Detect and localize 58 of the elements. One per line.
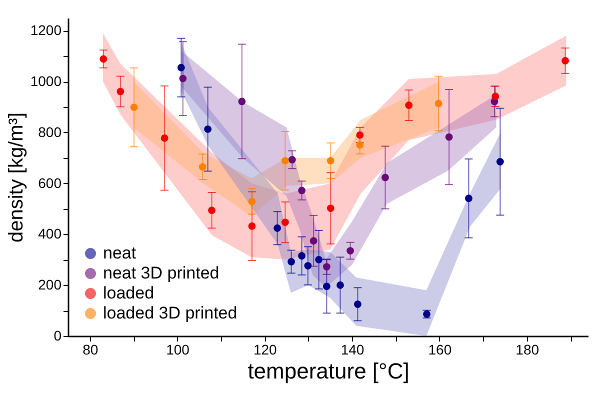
point: [288, 156, 296, 164]
point: [177, 64, 185, 72]
point: [100, 55, 108, 63]
x-tick-label: 160: [428, 342, 452, 358]
y-tick-label: 1200: [30, 22, 62, 38]
point: [496, 158, 504, 166]
point: [322, 263, 330, 271]
point: [274, 224, 282, 232]
point: [130, 104, 138, 111]
x-tick-label: 180: [516, 342, 540, 358]
point: [434, 100, 442, 108]
x-tick-label: 140: [340, 342, 364, 358]
y-axis-title: density [kg/m³]: [5, 112, 28, 243]
point: [248, 198, 256, 206]
point: [281, 218, 289, 226]
point: [208, 206, 216, 214]
legend-label: loaded: [103, 284, 154, 302]
point: [492, 92, 500, 100]
point: [322, 282, 330, 290]
point: [326, 204, 334, 212]
x-axis-title: temperature [°C]: [248, 358, 410, 384]
y-tick-label: 800: [38, 124, 62, 140]
x-tick-label: 100: [166, 342, 190, 358]
point: [310, 237, 318, 245]
point: [315, 256, 323, 264]
legend-label: neat 3D printed: [103, 264, 220, 282]
point: [160, 134, 168, 142]
point: [356, 131, 364, 139]
point: [354, 300, 362, 308]
point: [304, 262, 312, 270]
point: [562, 57, 569, 64]
point: [198, 163, 206, 171]
legend-label: loaded 3D printed: [103, 304, 238, 322]
point: [405, 102, 413, 109]
point: [356, 141, 364, 149]
point: [238, 98, 246, 106]
point: [326, 157, 334, 164]
y-tick-label: 400: [38, 226, 62, 242]
point: [116, 88, 124, 96]
y-tick-label: 0: [54, 328, 62, 344]
x-tick-label: 80: [82, 342, 98, 358]
point: [288, 258, 295, 266]
point: [445, 133, 453, 141]
point: [298, 186, 306, 194]
y-tick-label: 600: [38, 174, 62, 191]
point: [298, 252, 306, 260]
legend-label: neat: [103, 244, 136, 262]
point: [204, 125, 212, 133]
point: [179, 74, 187, 82]
y-tick-label: 200: [38, 276, 62, 293]
point: [465, 194, 472, 202]
point: [281, 157, 289, 164]
x-tick-label: 120: [253, 342, 278, 358]
point: [248, 222, 256, 230]
point: [382, 174, 389, 182]
point: [336, 281, 344, 289]
point: [346, 247, 354, 254]
y-tick-label: 1000: [30, 73, 62, 90]
